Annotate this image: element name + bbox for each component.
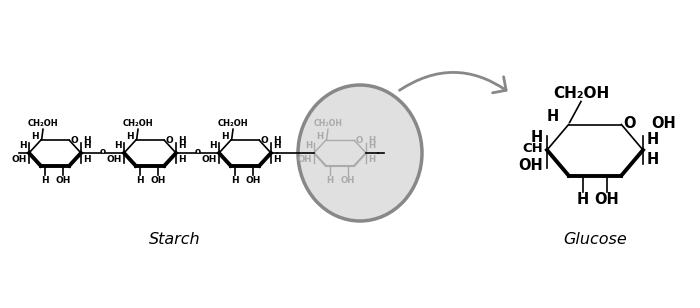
Ellipse shape	[298, 85, 422, 221]
Text: H: H	[368, 156, 375, 164]
Text: H: H	[647, 132, 659, 147]
Text: CH₂OH: CH₂OH	[553, 86, 609, 100]
Text: o: o	[99, 148, 106, 156]
Text: O: O	[356, 136, 363, 145]
Text: H: H	[178, 141, 186, 151]
Text: H: H	[20, 141, 27, 151]
Text: H: H	[273, 136, 281, 145]
Text: H: H	[547, 109, 559, 124]
Text: H: H	[114, 141, 122, 151]
FancyArrowPatch shape	[400, 72, 506, 93]
Text: O: O	[260, 136, 268, 145]
Text: H: H	[136, 176, 144, 185]
Text: H: H	[368, 136, 375, 145]
Text: H: H	[31, 132, 38, 141]
Text: CH₂OH: CH₂OH	[28, 119, 58, 128]
Text: OH: OH	[202, 156, 217, 164]
Text: CH₂OH: CH₂OH	[218, 119, 248, 128]
Text: H: H	[83, 156, 90, 164]
Text: CH₂OH: CH₂OH	[314, 119, 342, 128]
Text: O: O	[70, 136, 78, 145]
Text: OH: OH	[245, 176, 260, 185]
Text: O: O	[624, 116, 636, 131]
Text: o: o	[195, 148, 201, 156]
Text: OH: OH	[106, 156, 122, 164]
Text: H: H	[83, 136, 91, 145]
Text: OH: OH	[518, 157, 543, 172]
Text: OH: OH	[150, 176, 166, 185]
Text: H: H	[316, 132, 323, 141]
Text: H: H	[178, 136, 186, 145]
Text: OH: OH	[594, 192, 620, 208]
Text: OH: OH	[298, 156, 312, 164]
Text: H: H	[368, 141, 375, 151]
Text: H: H	[326, 176, 334, 185]
Text: H: H	[126, 132, 134, 141]
Text: O: O	[165, 136, 173, 145]
Text: H: H	[647, 152, 659, 168]
Text: OH: OH	[652, 116, 676, 131]
Text: OH: OH	[341, 176, 355, 185]
Text: H: H	[577, 192, 589, 208]
Text: Glucose: Glucose	[563, 233, 627, 248]
Text: H: H	[531, 131, 543, 145]
Text: H: H	[209, 141, 217, 151]
Text: H: H	[305, 141, 312, 151]
Text: CH₂OH: CH₂OH	[122, 119, 153, 128]
Text: H: H	[83, 141, 90, 151]
Text: OH: OH	[12, 156, 27, 164]
Text: H: H	[273, 141, 281, 151]
Text: Starch: Starch	[149, 233, 201, 248]
Text: CH: CH	[522, 143, 543, 156]
Text: OH: OH	[55, 176, 71, 185]
Text: H: H	[231, 176, 239, 185]
Text: H: H	[273, 156, 281, 164]
Text: H: H	[41, 176, 49, 185]
Text: H: H	[221, 132, 229, 141]
Text: H: H	[178, 156, 186, 164]
